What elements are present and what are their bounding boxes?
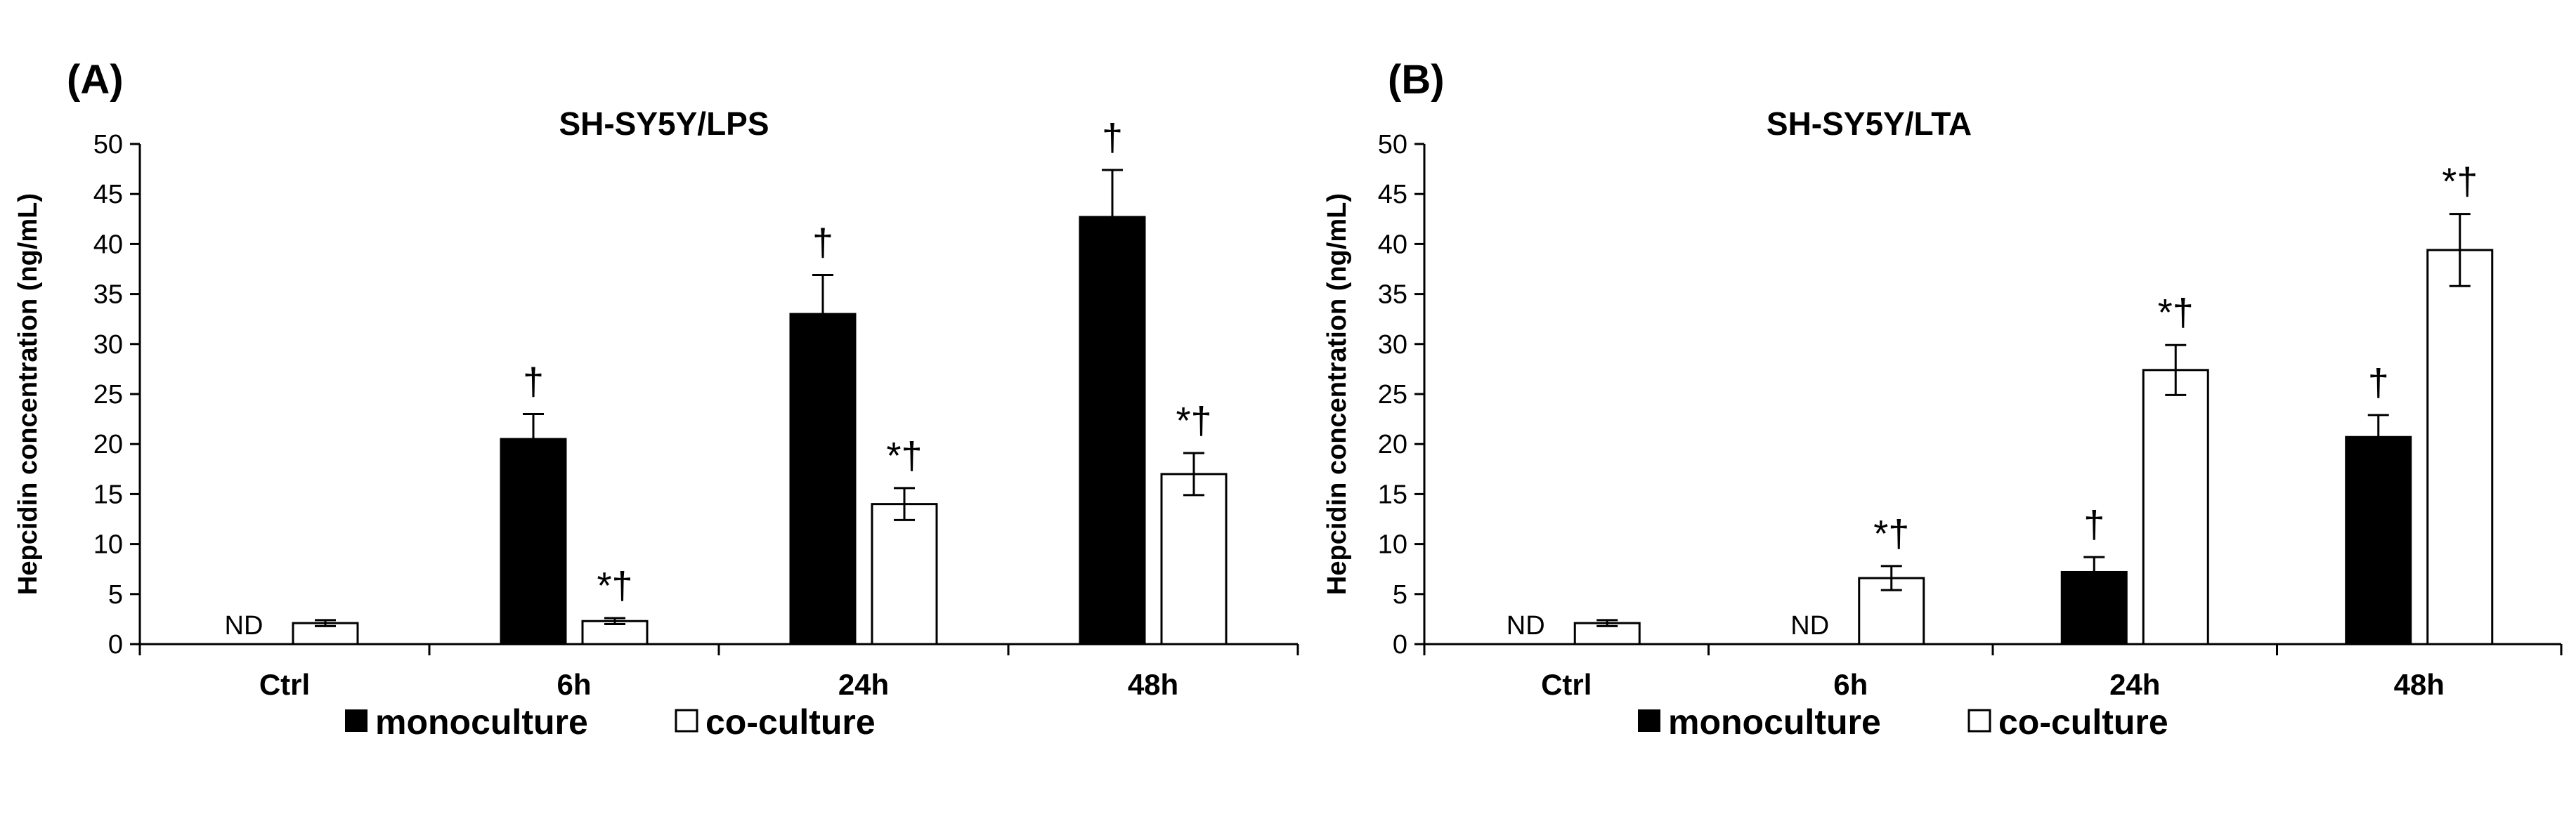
y-tick-label: 15	[1378, 480, 1407, 509]
chart-title: SH-SY5Y/LPS	[559, 105, 769, 142]
x-tick-label: Ctrl	[259, 668, 310, 701]
bar-coculture	[2426, 249, 2494, 646]
bar-monoculture	[500, 438, 567, 646]
legend-label-monoculture: monoculture	[375, 702, 588, 742]
y-tick-label: 10	[1378, 530, 1407, 560]
y-tick-label: 30	[1378, 330, 1407, 360]
nd-label: ND	[1790, 611, 1829, 641]
legend-swatch-coculture	[675, 709, 698, 733]
y-axis-label: Hepcidin concentration (ng/mL)	[13, 193, 43, 595]
y-tick-label: 25	[93, 380, 123, 410]
y-tick-label: 45	[93, 180, 123, 209]
significance-marker: †	[1102, 117, 1123, 159]
significance-marker: *†	[597, 565, 632, 607]
y-tick-label: 10	[93, 530, 123, 560]
panel-a: (A) SH-SY5Y/LPS Hepcidin concentration (ng…	[13, 57, 1299, 742]
significance-marker: *†	[886, 435, 922, 477]
bar-monoculture	[2345, 435, 2412, 646]
y-tick-label: 15	[93, 480, 123, 509]
panel-label: (A)	[67, 57, 124, 103]
legend-swatch-coculture	[1967, 709, 1991, 733]
significance-marker: *†	[2158, 291, 2194, 334]
panel-label: (B)	[1388, 57, 1445, 103]
significance-marker: †	[2368, 362, 2389, 404]
y-tick-label: 5	[108, 580, 123, 610]
y-tick-label: 50	[93, 130, 123, 159]
y-tick-label: 25	[1378, 380, 1407, 410]
y-tick-label: 40	[1378, 230, 1407, 259]
y-tick-label: 30	[93, 330, 123, 360]
x-tick-label: 48h	[1128, 668, 1178, 701]
significance-marker: †	[523, 360, 544, 402]
y-tick-label: 40	[93, 230, 123, 259]
y-tick-label: 0	[108, 630, 123, 660]
x-tick-label: 48h	[2394, 668, 2445, 701]
x-tick-label: Ctrl	[1541, 668, 1592, 701]
significance-marker: †	[812, 222, 833, 264]
legend-swatch-monoculture	[345, 709, 367, 732]
y-tick-label: 0	[1393, 630, 1407, 660]
bar-coculture	[871, 503, 938, 646]
significance-marker: *†	[2442, 161, 2478, 203]
bar-monoculture	[1079, 216, 1146, 646]
significance-marker: *†	[1176, 400, 1211, 442]
y-tick-label: 45	[1378, 180, 1407, 209]
y-tick-label: 5	[1393, 580, 1407, 610]
nd-label: ND	[225, 611, 264, 641]
significance-marker: *†	[1873, 513, 1909, 555]
y-tick-label: 20	[1378, 430, 1407, 459]
legend-label-monoculture: monoculture	[1668, 702, 1881, 742]
legend-label-coculture: co-culture	[705, 702, 876, 742]
significance-marker: †	[2083, 504, 2105, 546]
x-tick-label: 24h	[2109, 668, 2160, 701]
bar-coculture	[1160, 473, 1228, 646]
bar-monoculture	[789, 313, 857, 646]
x-tick-label: 24h	[838, 668, 889, 701]
y-tick-label: 20	[93, 430, 123, 459]
nd-label: ND	[1507, 611, 1545, 641]
chart-title: SH-SY5Y/LTA	[1767, 105, 1972, 142]
y-tick-label: 50	[1378, 130, 1407, 159]
bar-coculture	[2142, 369, 2209, 646]
y-tick-label: 35	[1378, 280, 1407, 310]
legend-swatch-monoculture	[1638, 709, 1660, 732]
y-tick-label: 35	[93, 280, 123, 310]
y-axis-label: Hepcidin concentration (ng/mL)	[1322, 193, 1352, 595]
panel-b: (B) SH-SY5Y/LTA Hepcidin concentration (ng…	[1322, 57, 2563, 742]
x-tick-label: 6h	[557, 668, 591, 701]
x-tick-label: 6h	[1833, 668, 1868, 701]
legend-label-coculture: co-culture	[1998, 702, 2168, 742]
